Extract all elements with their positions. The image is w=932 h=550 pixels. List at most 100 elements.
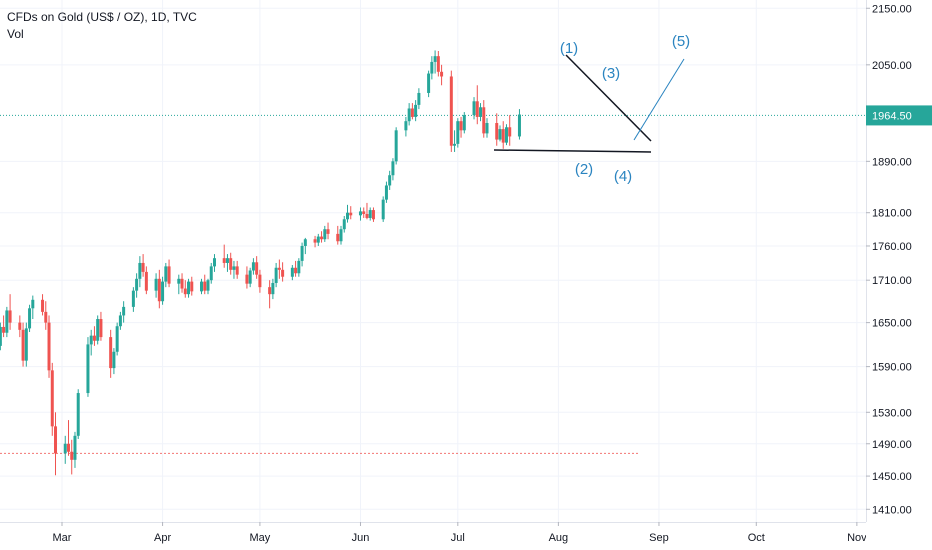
candle [76,389,80,439]
candle-body [368,210,372,218]
candle [417,88,421,110]
candle [290,265,294,281]
candle-body [245,274,249,284]
candle-body [326,229,330,234]
candle [73,431,77,468]
candle [115,322,119,356]
candle-body [268,287,272,295]
candle-body [482,107,486,134]
candle [167,259,171,288]
price-tick-label: 1650.00 [872,318,912,330]
candle-body [70,451,74,460]
candle-body [258,274,262,288]
time-tick-label: May [250,532,271,544]
candle [209,262,213,284]
candle-body [18,322,22,330]
candle [235,260,239,279]
candle-body [371,210,375,220]
price-tick-label: 1710.00 [872,275,912,287]
candle-body [271,282,275,295]
candle [371,207,375,222]
candle [517,109,521,140]
candle-body [365,214,369,218]
price-axis-bg [866,0,932,550]
wave-label: (4) [614,168,632,185]
candle-body [517,114,521,137]
candle-body [0,326,2,346]
price-axis[interactable]: 2150.00 2050.00 1890.00 1810.00 1760.00 1710.… [866,0,932,550]
candle [2,315,6,338]
candle-body [164,266,168,282]
candles-layer [0,50,521,476]
candle-body [66,443,70,452]
candle [122,301,126,323]
wave-label: (2) [575,161,593,178]
candle [436,50,440,77]
volume-label[interactable]: Vol [7,27,24,41]
price-tick-label: 1760.00 [872,241,912,253]
candle-body [206,280,210,291]
candle-body [8,310,12,323]
triangle-lower-line [493,149,652,153]
candle-body [138,262,142,279]
candle [323,225,327,242]
candle [316,233,320,246]
candle [138,256,142,288]
candle [212,254,216,272]
candle-body [313,239,317,243]
candle-body [190,281,194,292]
candle-body [342,219,346,230]
time-tick-label: Nov [847,532,867,544]
candle-body [203,281,207,291]
time-axis[interactable]: Mar Apr May Jun Jul Aug Sep Oct Nov [0,522,932,544]
candle [459,116,463,138]
candle [0,322,2,351]
candle-body [323,229,327,240]
candle [303,237,307,255]
candle-body [349,212,353,216]
candle [258,269,262,293]
candle [24,322,28,367]
candle [433,50,437,74]
candle-body [358,211,362,216]
candle-body [180,278,184,289]
price-tick-label: 1410.00 [872,504,912,516]
candle-body [222,258,226,263]
candle [277,259,281,279]
candle-body [2,326,6,333]
wave-label: (3) [602,65,620,82]
candle [41,294,45,316]
candle [8,294,12,330]
candle [92,326,96,346]
candle-body [183,288,187,295]
candle-body [24,328,28,361]
candle [161,276,165,305]
candle [268,280,272,309]
candle-body [297,260,301,274]
wave-label: (1) [560,40,578,57]
candle [66,420,70,456]
candle-body [209,266,213,281]
candle-body [407,108,411,122]
symbol-title[interactable]: CFDs on Gold (US$ / OZ), 1D, TVC [7,10,197,24]
candle-body [430,61,434,74]
candle-body [251,262,255,271]
candle [109,329,113,378]
candle [281,262,285,282]
candle [222,244,226,268]
candle-body [41,299,45,312]
candle [430,56,434,80]
candle-body [277,267,281,270]
candle [63,435,67,464]
candle-body [281,269,285,277]
candle [206,278,210,295]
time-tick-label: Apr [154,532,171,544]
candle-body [109,337,113,369]
candle [508,115,512,146]
candle [177,274,181,295]
candle-body [320,236,324,240]
candle-body [73,435,77,460]
grid [0,0,866,522]
